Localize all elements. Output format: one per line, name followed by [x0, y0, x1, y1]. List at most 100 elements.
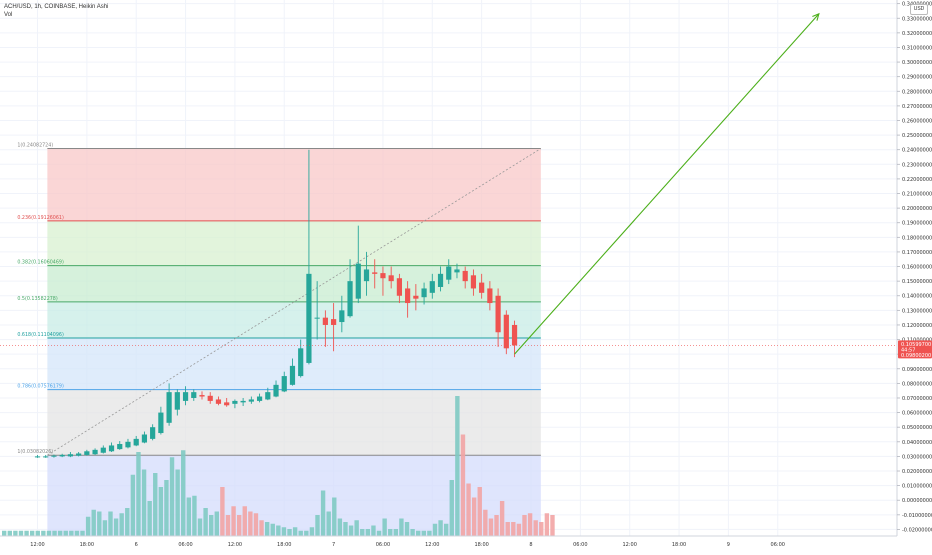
- volume-bar: [365, 529, 371, 536]
- projection-arrow-line[interactable]: [514, 13, 820, 355]
- volume-bar: [74, 530, 80, 536]
- volume-bar: [35, 530, 40, 536]
- volume-bar: [203, 508, 208, 536]
- price-tick-label: 0.25000000: [902, 133, 932, 139]
- volume-bar: [337, 518, 343, 536]
- volume-bar: [348, 525, 354, 536]
- volume-bar: [197, 518, 203, 536]
- fib-level-label: 0.618(0.11104096): [17, 332, 64, 338]
- candle-body: [372, 272, 378, 274]
- candle-body: [34, 456, 41, 458]
- volume-bar: [371, 525, 376, 536]
- volume-bar: [231, 506, 236, 536]
- volume-bar: [63, 530, 68, 536]
- time-tick-label: 8: [529, 542, 532, 548]
- volume-bar: [192, 495, 197, 536]
- price-tick-label: 0.19000000: [902, 221, 932, 227]
- volume-bar: [225, 515, 231, 536]
- volume-bar: [158, 487, 164, 536]
- fib-zone: [47, 148, 541, 221]
- time-tick-label: 06:00: [376, 542, 390, 548]
- time-tick-label: 18:00: [672, 542, 686, 548]
- candle-body: [339, 310, 345, 323]
- time-tick-label: 12:00: [622, 542, 636, 548]
- volume-bar: [281, 527, 287, 536]
- price-tick-label: 0.06000000: [902, 411, 932, 417]
- candle-body: [174, 392, 180, 410]
- volume-bar: [416, 530, 421, 536]
- projection-arrow-head[interactable]: [812, 12, 820, 21]
- price-tick-label: 0.30000000: [902, 60, 932, 66]
- volume-bar: [354, 520, 359, 536]
- volume-bar: [304, 530, 309, 536]
- candle-body: [355, 263, 361, 299]
- price-tick-label: 0.33000000: [902, 16, 932, 22]
- candle-body: [314, 317, 320, 319]
- price-scale-panel[interactable]: [897, 0, 932, 550]
- candle-body: [256, 396, 263, 401]
- overlay-layer[interactable]: [0, 12, 897, 355]
- volume-bar: [248, 511, 253, 536]
- volume-bar: [119, 513, 124, 536]
- volume-bar: [550, 515, 555, 536]
- candle-body: [182, 392, 189, 401]
- volume-bar: [315, 515, 320, 536]
- candle-body: [281, 376, 287, 392]
- candle-body: [437, 273, 444, 287]
- volume-bar: [97, 511, 102, 536]
- price-tick-label: 0.01000000: [902, 484, 932, 490]
- volume-bar: [399, 518, 404, 536]
- price-tick-label: 0.14000000: [902, 294, 932, 300]
- volume-bar: [164, 480, 169, 536]
- candle-body: [511, 324, 518, 346]
- volume-bar: [449, 480, 454, 536]
- volume-bar: [460, 434, 466, 536]
- candle-body: [141, 434, 148, 443]
- candle-body: [306, 273, 312, 363]
- volume-bar: [147, 501, 152, 536]
- candle-body: [76, 453, 82, 456]
- volume-bar: [382, 518, 387, 536]
- fib-level-label: 1(0.24082724): [17, 142, 53, 148]
- volume-bar: [522, 515, 527, 536]
- volume-bar: [2, 530, 7, 536]
- candle-body: [51, 455, 57, 457]
- candle-body: [322, 317, 328, 325]
- price-tick-label: -0.01000000: [902, 513, 932, 519]
- fib-level-label: 0.382(0.16060469): [17, 260, 64, 266]
- fib-zone: [47, 301, 541, 339]
- volume-bar: [130, 474, 136, 536]
- candlesticks: [34, 149, 518, 458]
- currency-button[interactable]: USD: [910, 4, 928, 15]
- candle-body: [331, 319, 337, 325]
- candle-body: [454, 269, 460, 273]
- candle-body: [158, 412, 164, 434]
- price-tick-label: 0.05000000: [902, 425, 932, 431]
- volume-bar: [69, 530, 74, 536]
- volume-bar: [332, 497, 337, 536]
- volume-bar: [169, 457, 175, 536]
- volume-bar: [80, 530, 85, 536]
- price-tick-label: 0.03000000: [902, 454, 932, 460]
- volume-bars: [2, 396, 555, 536]
- fib-level-label: 1(0.03082026): [17, 449, 53, 455]
- volume-bar: [511, 522, 516, 536]
- volume-bar: [242, 506, 247, 536]
- time-tick-label: 6: [135, 542, 138, 548]
- candle-body: [125, 441, 131, 448]
- price-tick-label: 0.17000000: [902, 250, 932, 256]
- volume-bar: [488, 518, 494, 536]
- price-tick-label: 0.20000000: [902, 206, 932, 212]
- volume-bar: [236, 515, 242, 536]
- candle-body: [429, 281, 435, 293]
- second-price-label: 0.09800200: [901, 353, 931, 359]
- volume-bar: [181, 450, 186, 536]
- volume-bar: [57, 530, 63, 536]
- candle-body: [207, 395, 213, 401]
- volume-bar: [326, 511, 331, 536]
- volume-bar: [136, 452, 141, 536]
- price-tick-label: 0.16000000: [902, 265, 932, 271]
